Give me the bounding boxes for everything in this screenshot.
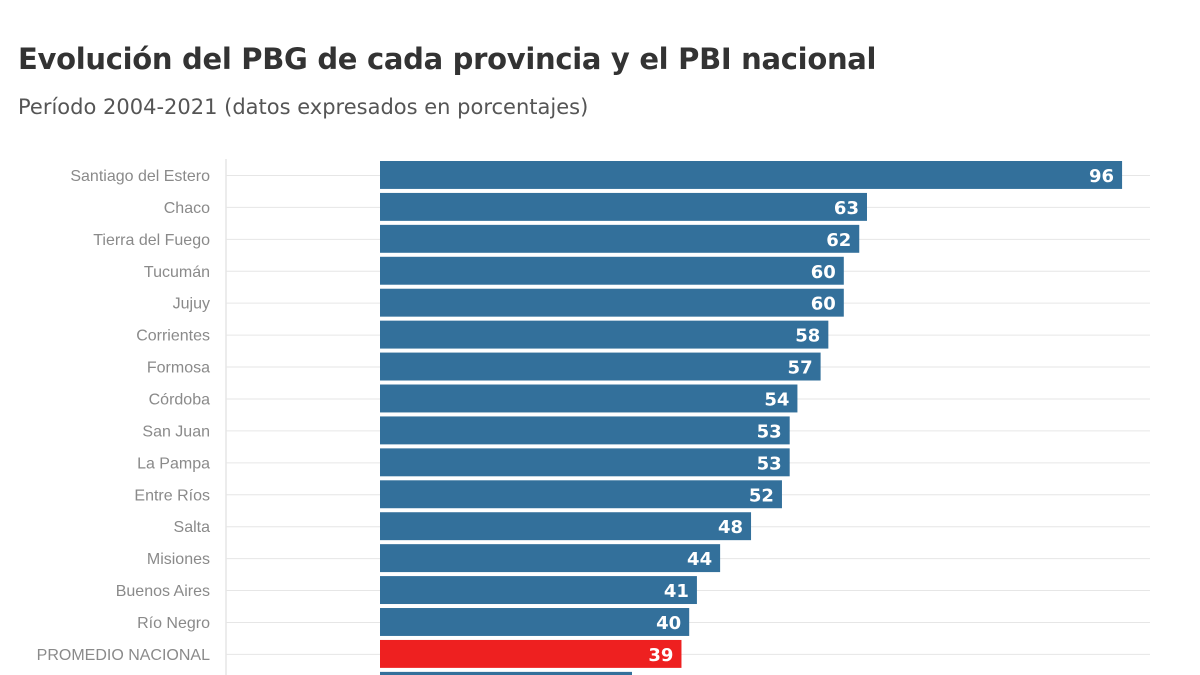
bar bbox=[380, 192, 867, 221]
value-label: 40 bbox=[656, 613, 681, 634]
chart-subtitle: Período 2004-2021 (datos expresados en p… bbox=[18, 95, 589, 119]
category-label: San Juan bbox=[142, 423, 210, 440]
value-label: 54 bbox=[764, 389, 789, 410]
bar bbox=[380, 384, 798, 413]
bar bbox=[380, 416, 790, 445]
category-label: Tierra del Fuego bbox=[93, 232, 210, 249]
bar bbox=[380, 512, 752, 541]
category-label: Formosa bbox=[147, 360, 210, 377]
value-label: 44 bbox=[687, 549, 712, 570]
chart-title: Evolución del PBG de cada provincia y el… bbox=[18, 42, 877, 76]
bar bbox=[380, 320, 829, 349]
category-label: Santiago del Estero bbox=[70, 168, 210, 185]
category-label: Chaco bbox=[164, 200, 210, 217]
bar bbox=[380, 544, 721, 573]
value-label: 53 bbox=[757, 453, 782, 474]
bar bbox=[380, 224, 860, 253]
value-label: 57 bbox=[788, 358, 813, 379]
category-label: Jujuy bbox=[173, 296, 210, 313]
category-label: Río Negro bbox=[137, 615, 210, 632]
category-label: Tucumán bbox=[144, 264, 210, 281]
category-label: Buenos Aires bbox=[116, 583, 210, 600]
category-label: Córdoba bbox=[149, 391, 210, 408]
bar-highlight bbox=[380, 639, 682, 668]
bar-cropped bbox=[380, 671, 632, 675]
category-label: Salta bbox=[174, 519, 211, 536]
bar-series bbox=[380, 161, 1123, 675]
bar bbox=[380, 352, 821, 381]
bar bbox=[380, 288, 844, 317]
bar bbox=[380, 608, 690, 636]
category-label: Corrientes bbox=[136, 328, 210, 345]
bar bbox=[380, 161, 1123, 189]
value-label: 60 bbox=[811, 294, 836, 315]
bar bbox=[380, 256, 844, 285]
value-label: 48 bbox=[718, 517, 743, 538]
value-label: 41 bbox=[664, 581, 689, 602]
data-labels: 96 63 62 60 60 58 57 54 53 53 52 48 44 41 40 39 bbox=[648, 166, 1114, 666]
value-label: 62 bbox=[826, 230, 851, 251]
category-labels: Santiago del Estero Chaco Tierra del Fuego… bbox=[37, 168, 210, 664]
value-label: 96 bbox=[1089, 166, 1114, 187]
value-label: 60 bbox=[811, 262, 836, 283]
bar bbox=[380, 448, 790, 477]
category-label: PROMEDIO NACIONAL bbox=[37, 647, 210, 664]
bar bbox=[380, 480, 782, 509]
value-label: 39 bbox=[648, 645, 673, 666]
value-label: 58 bbox=[795, 326, 820, 347]
category-label: Entre Ríos bbox=[134, 487, 210, 504]
bar bbox=[380, 576, 697, 605]
value-label: 63 bbox=[834, 198, 859, 219]
value-label: 52 bbox=[749, 485, 774, 506]
category-label: Misiones bbox=[147, 551, 210, 568]
value-label: 53 bbox=[757, 421, 782, 442]
category-label: La Pampa bbox=[137, 455, 210, 472]
